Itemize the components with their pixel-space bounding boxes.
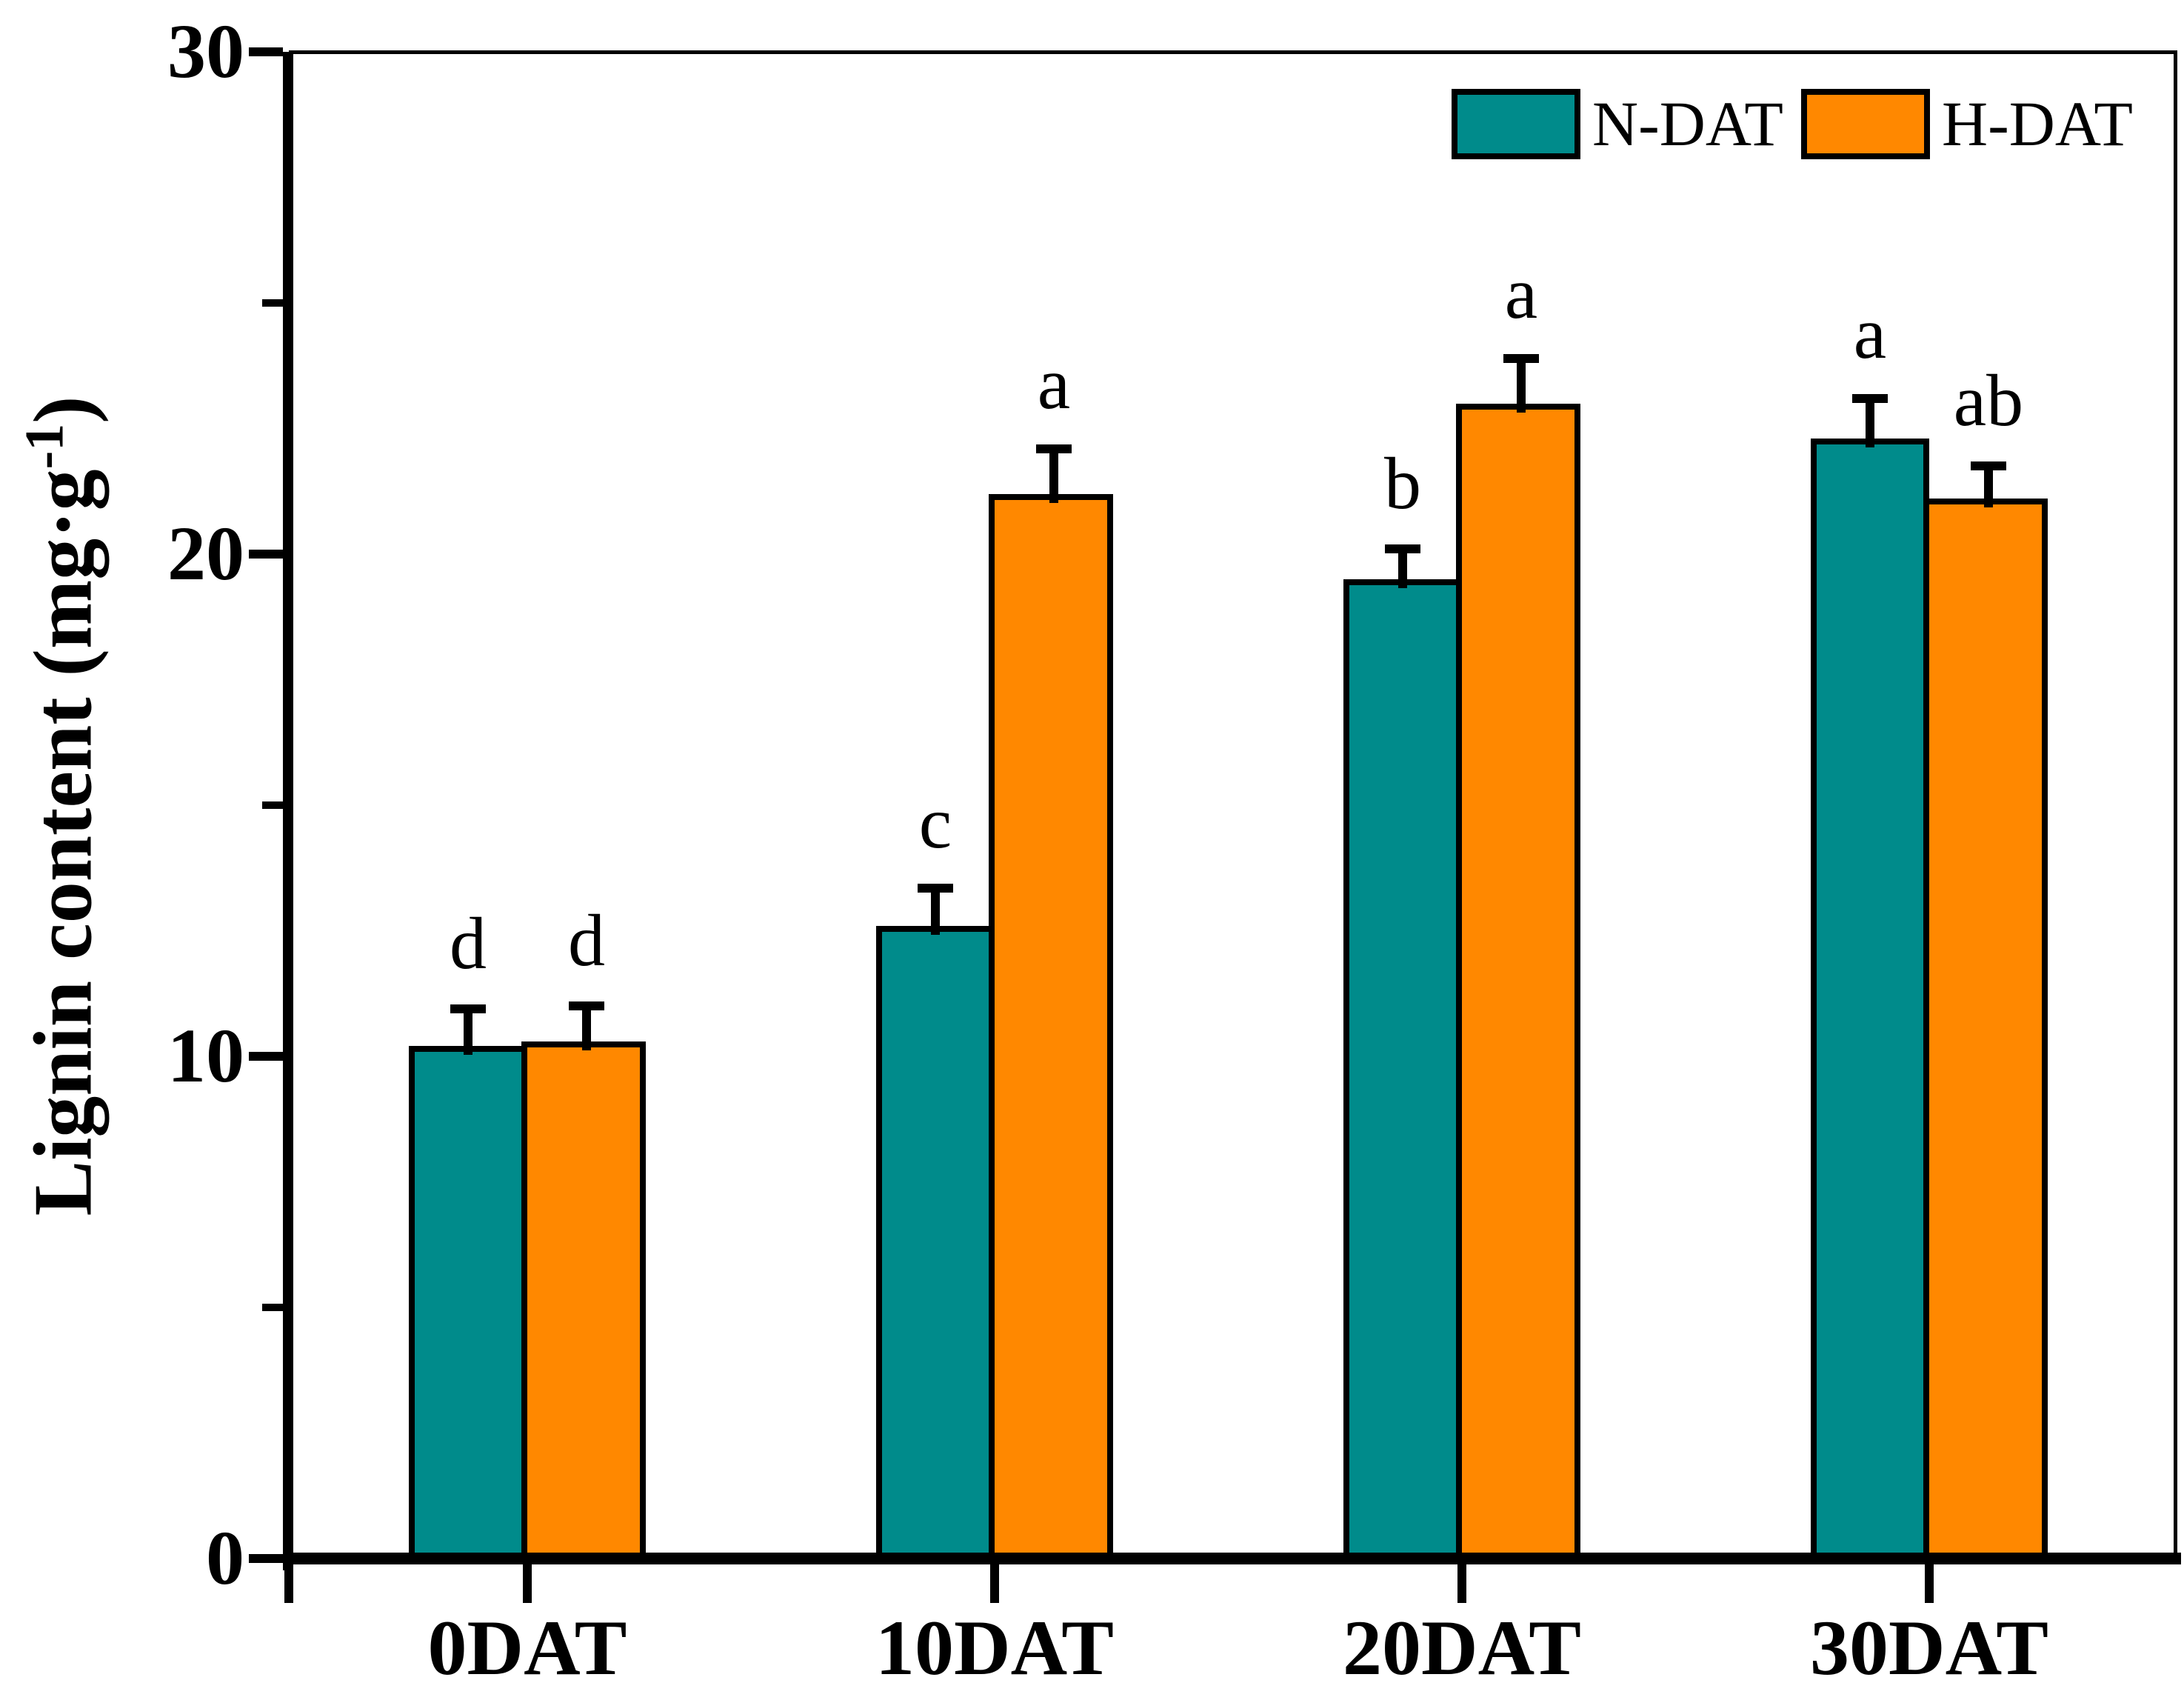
- error-bar-stem: [1049, 448, 1058, 503]
- y-minor-tick: [262, 1304, 283, 1311]
- y-minor-tick: [262, 801, 283, 809]
- x-tick-label: 10DAT: [875, 1604, 1114, 1691]
- significance-letter: a: [1853, 291, 1887, 374]
- bar-n-dat-20dat: [1343, 579, 1462, 1559]
- y-axis-title-close: ): [17, 396, 110, 424]
- plot-right-border: [2174, 52, 2177, 1559]
- bar-h-dat-0dat: [521, 1041, 646, 1559]
- error-bar-cap: [918, 883, 953, 893]
- y-major-tick: [249, 47, 283, 56]
- significance-letter: d: [450, 901, 487, 984]
- y-axis-title-superscript: -1: [13, 423, 75, 470]
- error-bar-cap: [1503, 353, 1539, 363]
- y-major-tick: [249, 550, 283, 559]
- error-bar-stem: [464, 1008, 472, 1056]
- legend-swatch-n-dat: [1452, 89, 1580, 159]
- error-bar-cap: [1385, 544, 1420, 554]
- bar-n-dat-10dat: [876, 925, 995, 1559]
- significance-letter: b: [1384, 442, 1421, 525]
- x-major-tick: [523, 1564, 532, 1603]
- bar-h-dat-10dat: [989, 493, 1113, 1559]
- error-bar-stem: [1398, 549, 1407, 588]
- y-major-tick: [249, 1052, 283, 1061]
- x-major-tick: [1457, 1564, 1466, 1603]
- error-bar-cap: [1971, 461, 2006, 471]
- legend-label-n-dat: N-DAT: [1592, 88, 1783, 159]
- x-major-tick: [1925, 1564, 1934, 1603]
- legend-label-h-dat: H-DAT: [1942, 88, 2133, 159]
- x-tick-label: 20DAT: [1343, 1604, 1581, 1691]
- significance-letter: ab: [1953, 359, 2024, 442]
- y-minor-tick: [262, 299, 283, 307]
- error-bar-stem: [582, 1006, 591, 1050]
- significance-letter: d: [568, 899, 605, 982]
- legend-swatch-h-dat: [1801, 89, 1930, 159]
- y-tick-label: 30: [167, 9, 244, 94]
- x-tick-label: 30DAT: [1810, 1604, 2048, 1691]
- x-axis-line: [283, 1553, 2181, 1564]
- error-bar-cap: [450, 1004, 486, 1013]
- significance-letter: a: [1504, 251, 1538, 334]
- significance-letter: c: [918, 781, 952, 864]
- bar-h-dat-30dat: [1923, 499, 2048, 1559]
- y-axis-line: [283, 52, 293, 1570]
- significance-letter: a: [1037, 341, 1071, 424]
- error-bar-stem: [1517, 358, 1526, 413]
- y-major-tick: [249, 1554, 283, 1563]
- error-bar-stem: [1984, 466, 1993, 508]
- error-bar-cap: [569, 1001, 604, 1011]
- error-bar-stem: [1866, 398, 1874, 448]
- error-bar-cap: [1036, 444, 1072, 453]
- y-tick-label: 0: [206, 1516, 244, 1601]
- bar-h-dat-20dat: [1456, 403, 1580, 1559]
- plot-top-border: [289, 50, 2177, 54]
- x-corner-tick: [284, 1564, 293, 1603]
- y-tick-label: 10: [167, 1013, 244, 1099]
- bar-n-dat-0dat: [409, 1046, 527, 1559]
- bar-n-dat-30dat: [1811, 439, 1929, 1559]
- x-tick-label: 0DAT: [427, 1604, 627, 1691]
- y-tick-label: 20: [167, 511, 244, 596]
- error-bar-cap: [1852, 393, 1888, 403]
- x-major-tick: [990, 1564, 999, 1603]
- error-bar-stem: [931, 887, 940, 935]
